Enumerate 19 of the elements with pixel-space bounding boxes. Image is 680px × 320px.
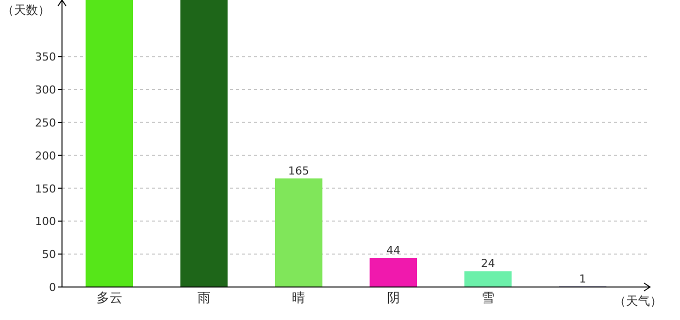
y-tick-label: 250 <box>35 116 56 130</box>
x-tick-label: 阴 <box>386 291 400 306</box>
data-label: 24 <box>481 257 495 270</box>
data-label: 44 <box>386 244 400 258</box>
x-tick-label: 雨 <box>198 291 210 306</box>
y-tick-label: 150 <box>35 182 56 196</box>
data-label: 165 <box>288 164 310 178</box>
y-axis-title: （天数） <box>2 3 50 17</box>
y-tick-label: 200 <box>35 149 56 162</box>
y-tick-label: 300 <box>35 84 56 97</box>
y-tick-label: 50 <box>42 248 56 262</box>
x-tick-label: 雪 <box>482 291 494 306</box>
y-tick-label: 0 <box>49 281 56 294</box>
x-tick-label: 晴 <box>292 291 306 306</box>
y-tick-label: 350 <box>35 50 56 64</box>
x-axis-title: （天气） <box>614 294 662 308</box>
y-tick-label: 100 <box>35 215 56 228</box>
x-tick-label: 多云 <box>96 291 122 306</box>
data-label: 1 <box>579 272 586 286</box>
